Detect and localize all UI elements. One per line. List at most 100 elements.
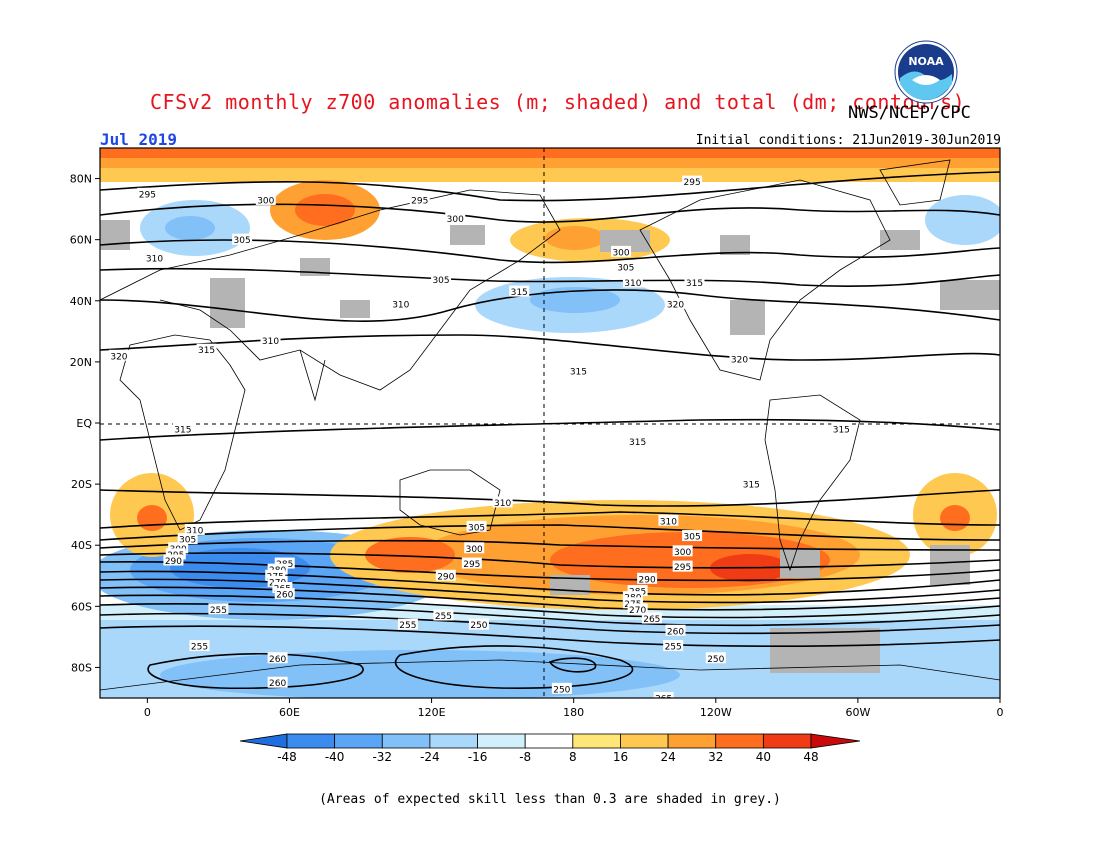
contour-label-bg — [137, 187, 158, 199]
contour-label: 250 — [468, 618, 489, 631]
lat-label: 20N — [70, 356, 92, 369]
lon-label: 60E — [279, 706, 300, 719]
contour-label-bg — [397, 618, 418, 630]
contour-280-sh — [100, 578, 1000, 604]
contour-label-text: 300 — [612, 248, 629, 258]
contour-315-eq — [100, 418, 1000, 441]
contour-label-text: 260 — [269, 679, 286, 689]
contour-label-text: 250 — [707, 655, 724, 665]
contour-300-sh — [100, 539, 1000, 551]
contour-label-bg — [627, 603, 648, 615]
contour-label: 250 — [705, 652, 726, 665]
contour-label-text: 300 — [257, 196, 274, 206]
contour-label-bg — [163, 554, 184, 566]
contour-label: 300 — [445, 212, 466, 225]
contour-label: 300 — [464, 542, 485, 555]
contour-label: 300 — [255, 193, 276, 206]
contour-label-text: 260 — [276, 591, 293, 601]
lat-label: EQ — [76, 417, 92, 430]
contour-label: 290 — [637, 572, 658, 585]
contour-label-bg — [622, 276, 643, 288]
contour-label-bg — [611, 245, 632, 257]
contour-label: 300 — [672, 545, 693, 558]
coastlines — [100, 159, 1000, 691]
contour-label: 310 — [184, 523, 205, 536]
contour-label-text: 310 — [186, 526, 203, 536]
contour-label-bg — [431, 273, 452, 285]
contour-label-text: 320 — [667, 300, 684, 310]
contour-label: 305 — [232, 233, 253, 246]
contour-label-bg — [672, 545, 693, 557]
contour-label-text: 305 — [617, 264, 634, 274]
contour-label-bg — [208, 603, 229, 615]
contour-label: 255 — [208, 603, 229, 616]
colorbar-swatch — [477, 733, 526, 749]
contour-label-text: 315 — [198, 346, 215, 356]
contour-label-bg — [682, 175, 703, 187]
lat-label: 60S — [71, 600, 92, 613]
low-skill-grey-areas — [100, 220, 1000, 673]
contour-label-text: 300 — [674, 548, 691, 558]
colorbar-tick-label: -16 — [468, 750, 488, 764]
contour-290-sh — [100, 561, 1000, 582]
contour-label: 255 — [433, 609, 454, 622]
agency-label: NWS/NCEP/CPC — [848, 103, 971, 123]
contour-label: 295 — [672, 560, 693, 573]
contour-250-ring — [394, 645, 634, 689]
contour-label: 295 — [409, 193, 430, 206]
contour-label-text: 295 — [674, 563, 691, 573]
colorbar-swatch — [667, 733, 717, 749]
contour-310-sh — [100, 511, 1000, 529]
contour-label-text: 305 — [468, 523, 485, 533]
contour-label-text: 315 — [686, 279, 703, 289]
contour-label-bg — [267, 563, 288, 575]
anomaly-tasman-warm — [365, 537, 455, 573]
longitude-labels: 0 60E 120E 180 120W 60W 0 — [144, 698, 1004, 719]
chart-title: CFSv2 monthly z700 anomalies (m; shaded)… — [150, 90, 966, 114]
contour-label-text: 255 — [210, 606, 227, 616]
contour-label-text: 265 — [643, 615, 660, 625]
colorbar-tick-label: 8 — [569, 750, 577, 764]
contour-label-text: 315 — [833, 426, 850, 436]
contour-label-text: 295 — [463, 560, 480, 570]
lon-label: 0 — [997, 706, 1004, 719]
colorbar-swatch — [524, 733, 574, 749]
contour-295-sh — [100, 552, 1000, 569]
contour-label-text: 295 — [684, 178, 701, 188]
contour-label: 260 — [267, 676, 288, 689]
contour-label-text: 305 — [179, 536, 196, 546]
colorbar-tick-label: 32 — [708, 750, 723, 764]
lat-label: 20S — [71, 478, 92, 491]
contour-label-bg — [831, 423, 852, 435]
contour-305-sh — [100, 524, 1000, 541]
lon-label: 120E — [418, 706, 446, 719]
coastline-eurasia — [100, 189, 561, 391]
contour-label-text: 255 — [191, 643, 208, 653]
contour-label-bg — [615, 261, 636, 273]
contour-260-ring — [147, 653, 364, 690]
contour-label: 310 — [658, 514, 679, 527]
contour-label-text: 310 — [392, 300, 409, 310]
contour-label-text: 300 — [447, 215, 464, 225]
contour-260-sh — [100, 612, 1000, 635]
contour-label: 310 — [144, 252, 165, 265]
contour-label: 260 — [274, 588, 295, 601]
contour-label-bg — [265, 569, 286, 581]
contour-label-bg — [627, 435, 648, 447]
contour-label-text: 295 — [139, 190, 156, 200]
contour-label-bg — [509, 285, 530, 297]
contour-label-text: 315 — [174, 426, 191, 436]
lon-label: 180 — [563, 706, 584, 719]
contour-255-sh — [100, 625, 1000, 648]
height-contours — [100, 171, 1000, 690]
contour-label-text: 290 — [437, 572, 454, 582]
contour-label-bg — [390, 297, 411, 309]
contour-label: 315 — [627, 435, 648, 448]
coastline-north-america — [639, 179, 891, 381]
colorbar-swatch — [715, 733, 764, 749]
contour-label-bg — [255, 193, 276, 205]
contour-label-bg — [653, 692, 674, 698]
lon-label: 120W — [700, 706, 732, 719]
contour-label: 315 — [831, 423, 852, 436]
